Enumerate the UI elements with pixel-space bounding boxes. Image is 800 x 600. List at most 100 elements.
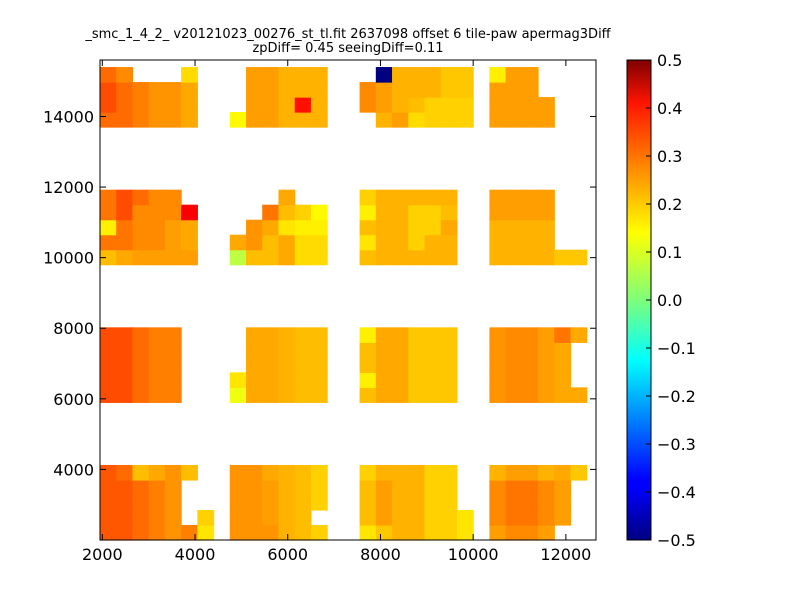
- heatmap-cell: [408, 464, 426, 481]
- heatmap-cell: [116, 494, 134, 511]
- heatmap-cell: [408, 509, 426, 526]
- heatmap-cell: [246, 97, 263, 113]
- heatmap-cell: [538, 219, 555, 236]
- heatmap-cell: [100, 219, 117, 236]
- heatmap-cell: [148, 97, 166, 113]
- heatmap-cell: [570, 464, 588, 481]
- heatmap-cell: [310, 494, 328, 511]
- y-tick-label: 10000: [43, 249, 94, 268]
- heatmap-cell: [408, 372, 426, 388]
- heatmap-cell: [521, 372, 539, 388]
- heatmap-cell: [148, 464, 166, 481]
- heatmap-cell: [375, 234, 393, 251]
- heatmap-cell: [489, 219, 507, 236]
- heatmap-cell: [424, 327, 442, 343]
- heatmap-cell: [246, 219, 263, 236]
- heatmap-cell: [148, 524, 166, 541]
- heatmap-cell: [229, 509, 247, 526]
- heatmap-cell: [164, 249, 182, 266]
- heatmap-cell: [538, 464, 555, 481]
- heatmap-cell: [359, 464, 377, 481]
- heatmap-cell: [262, 234, 280, 251]
- heatmap-cell: [100, 204, 117, 221]
- heatmap-cell: [262, 509, 280, 526]
- heatmap-cell: [505, 494, 523, 511]
- heatmap-cell: [408, 479, 426, 496]
- heatmap-cell: [278, 387, 296, 403]
- heatmap-cell: [197, 524, 215, 541]
- heatmap-cell: [278, 327, 296, 343]
- heatmap-cell: [132, 249, 150, 266]
- heatmap-cell: [246, 372, 263, 388]
- heatmap-cell: [359, 189, 377, 206]
- heatmap-cell: [246, 464, 263, 481]
- heatmap-cell: [570, 327, 588, 343]
- heatmap-cell: [116, 97, 134, 113]
- colorbar-axis: 0.5 0.4 0.3 0.2 0.1 0.0 −0.1 −0.2 −0.3 −0.4 −0.5: [646, 51, 696, 550]
- heatmap-cell: [278, 234, 296, 251]
- heatmap-cell: [570, 249, 588, 266]
- heatmap-cell: [392, 249, 409, 266]
- heatmap-cell: [505, 82, 523, 98]
- heatmap-cell: [440, 464, 458, 481]
- heatmap-cell: [116, 219, 134, 236]
- heatmap-cell: [294, 494, 312, 511]
- heatmap-cell: [440, 112, 458, 128]
- heatmap-cell: [538, 387, 555, 403]
- heatmap-cell: [424, 189, 442, 206]
- heatmap-cell: [424, 67, 442, 83]
- heatmap-cell: [538, 112, 555, 128]
- heatmap-cell: [359, 479, 377, 496]
- heatmap-cell: [359, 524, 377, 541]
- heatmap-cell: [440, 234, 458, 251]
- heatmap-cell: [408, 387, 426, 403]
- heatmap-cell: [181, 112, 198, 128]
- heatmap-cell: [116, 67, 134, 83]
- heatmap-cell: [408, 342, 426, 358]
- heatmap-cell: [164, 82, 182, 98]
- heatmap-cell: [359, 204, 377, 221]
- heatmap-cell: [489, 387, 507, 403]
- heatmap-cell: [148, 219, 166, 236]
- heatmap-cell: [456, 509, 474, 526]
- heatmap-cell: [375, 387, 393, 403]
- heatmap-cell: [116, 189, 134, 206]
- heatmap-cell: [521, 509, 539, 526]
- heatmap-cell: [310, 479, 328, 496]
- heatmap-cell: [262, 112, 280, 128]
- heatmap-cell: [392, 234, 409, 251]
- heatmap-cell: [181, 82, 198, 98]
- heatmap-cell: [100, 327, 117, 343]
- heatmap-cell: [489, 509, 507, 526]
- heatmap-cell: [278, 189, 296, 206]
- heatmap-cell: [424, 82, 442, 98]
- heatmap-cell: [229, 464, 247, 481]
- heatmap-cell: [538, 204, 555, 221]
- heatmap-cell: [181, 219, 198, 236]
- heatmap-cell: [148, 112, 166, 128]
- heatmap-cell: [294, 204, 312, 221]
- heatmap-cell: [164, 234, 182, 251]
- heatmap-cell: [489, 67, 507, 83]
- heatmap-cell: [310, 97, 328, 113]
- heatmap-cell: [132, 189, 150, 206]
- heatmap-cell: [116, 327, 134, 343]
- heatmap-cell: [310, 249, 328, 266]
- heatmap-cell: [294, 82, 312, 98]
- heatmap-cell: [132, 387, 150, 403]
- heatmap-cell: [489, 342, 507, 358]
- heatmap-cell: [440, 82, 458, 98]
- heatmap-cell: [294, 387, 312, 403]
- heatmap-cell: [148, 204, 166, 221]
- heatmap-cell: [521, 327, 539, 343]
- heatmap-cell: [294, 509, 312, 526]
- heatmap-cell: [424, 509, 442, 526]
- heatmap-cell: [521, 67, 539, 83]
- heatmap-cell: [132, 219, 150, 236]
- heatmap-cell: [164, 189, 182, 206]
- heatmap-cell: [278, 494, 296, 511]
- heatmap-cell: [278, 524, 296, 541]
- heatmap-cell: [359, 494, 377, 511]
- heatmap-cell: [505, 249, 523, 266]
- y-axis: 4000 6000 8000 10000 12000 14000: [43, 107, 596, 479]
